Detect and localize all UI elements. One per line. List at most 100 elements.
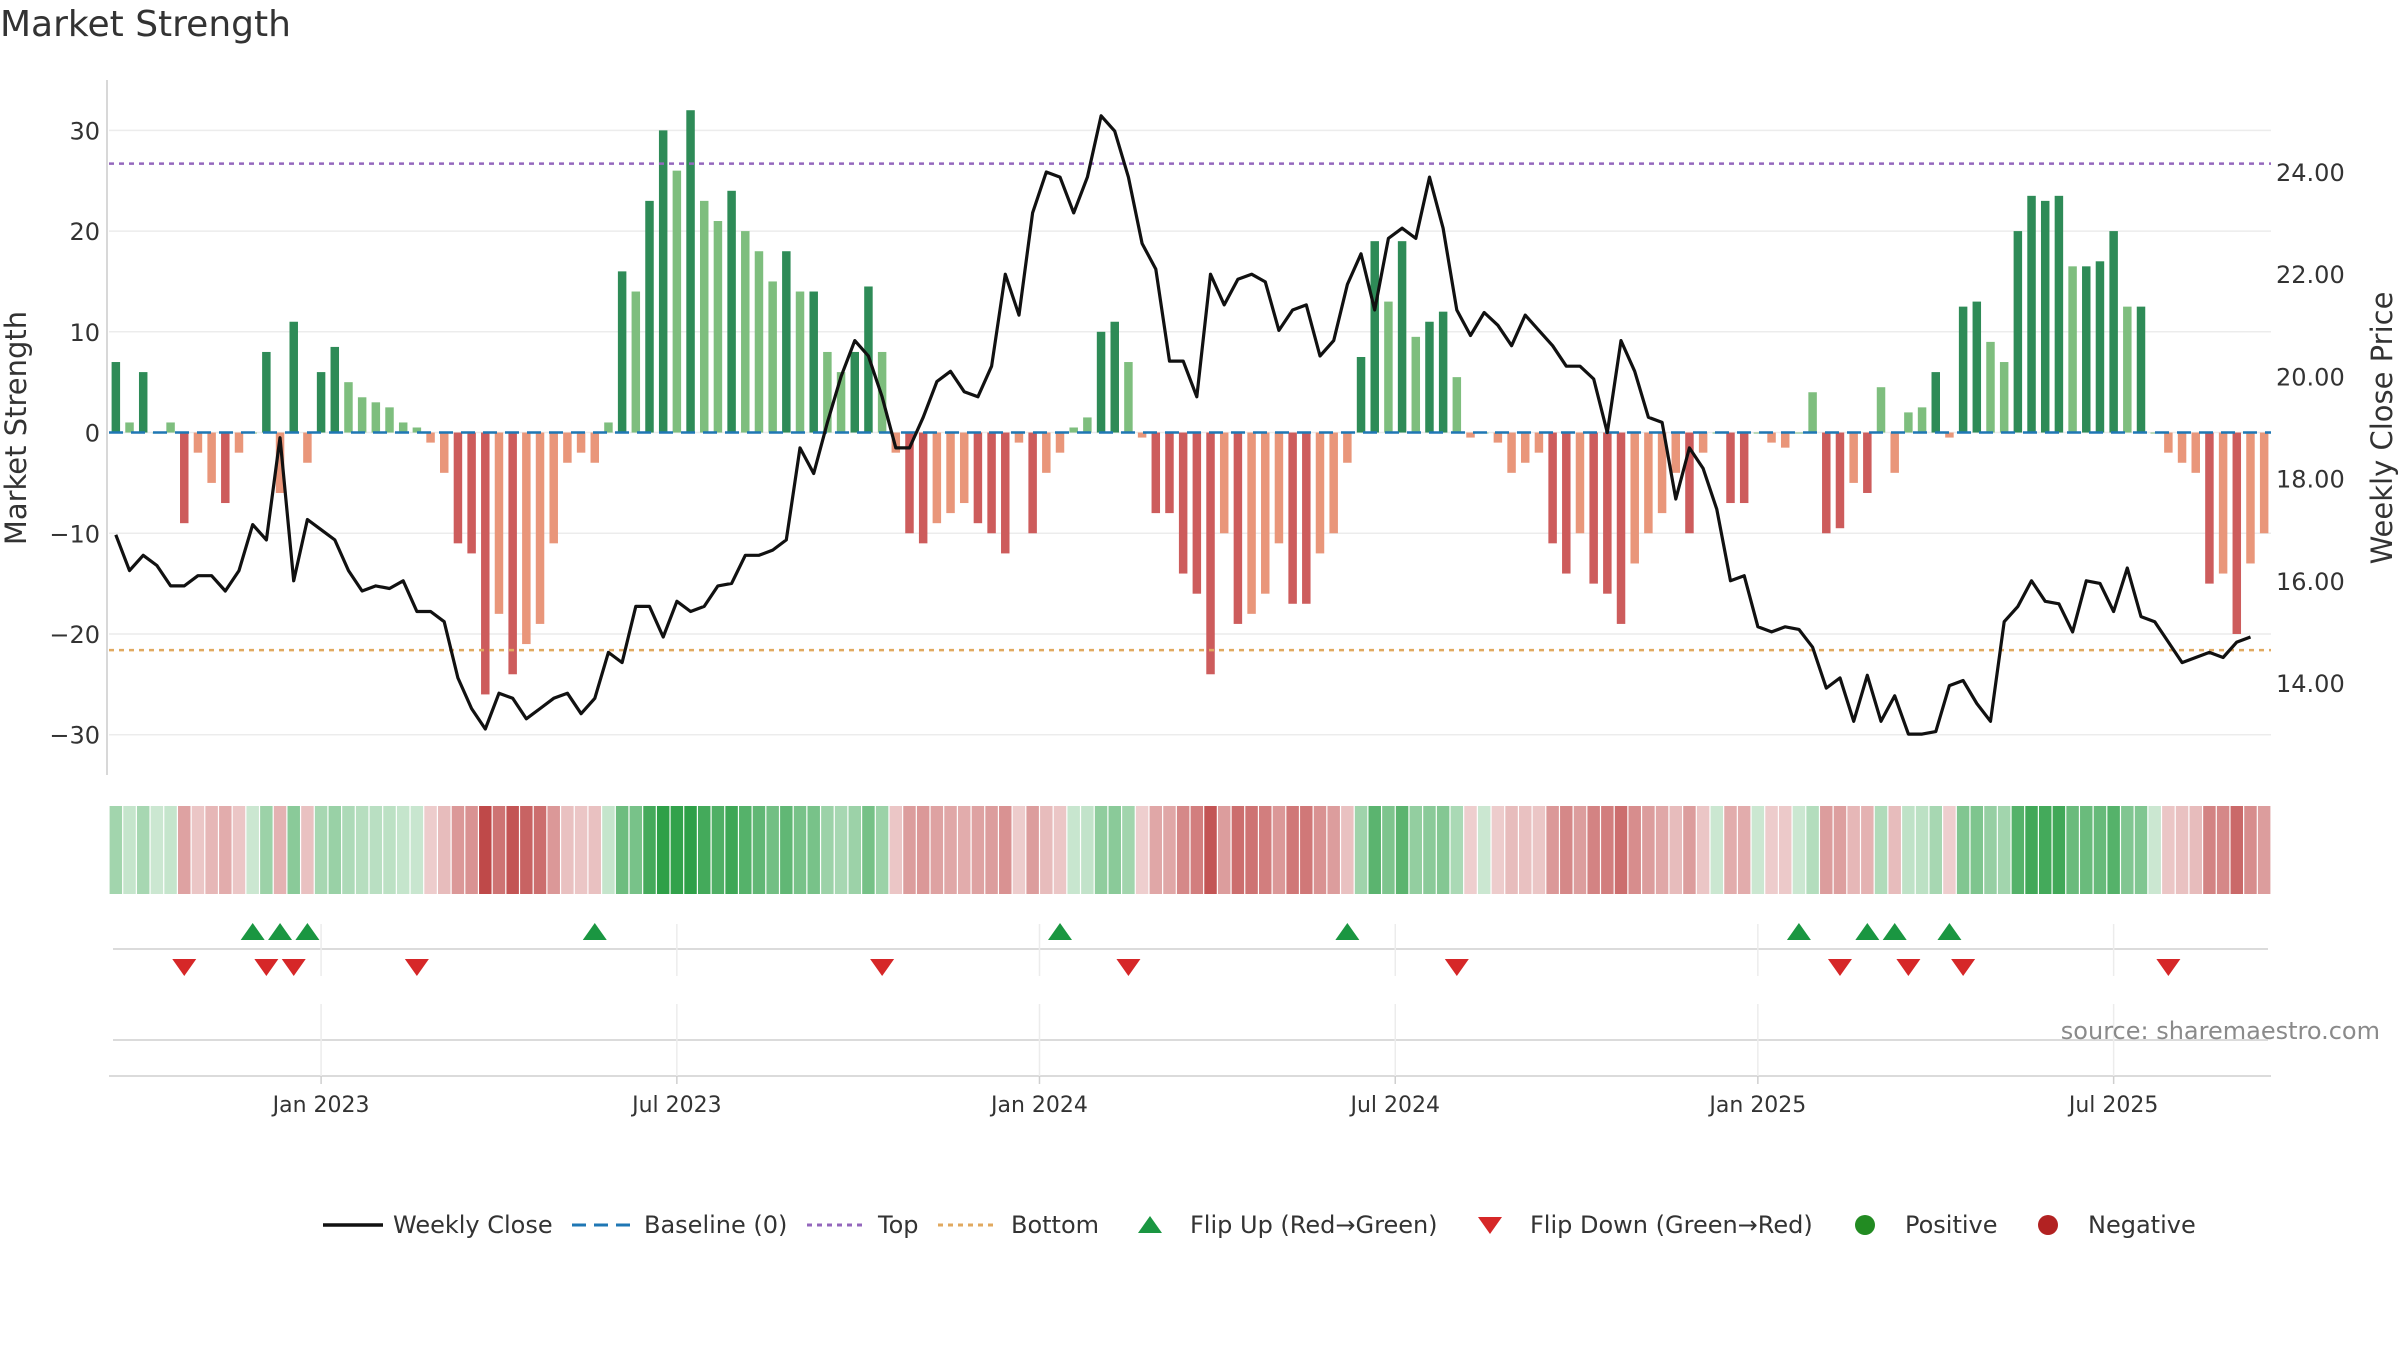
- strength-bar: [795, 291, 805, 433]
- strength-bar: [1739, 432, 1749, 504]
- strength-bar: [1261, 432, 1270, 594]
- weekly-close-line: [114, 114, 2252, 736]
- heat-strip-cell: [1491, 806, 1505, 894]
- heat-strip-cell: [2175, 806, 2189, 894]
- legend: Weekly Close Baseline (0) Top Bottom Flip Up…: [323, 1211, 2196, 1239]
- flip-down-marker: [172, 959, 197, 976]
- strength-bar: [1042, 432, 1051, 473]
- strength-bar: [166, 422, 175, 433]
- strength-bar: [1411, 336, 1421, 433]
- heat-strip-cell: [1464, 806, 1477, 894]
- strength-bar: [1986, 341, 1995, 433]
- heat-strip-cell: [314, 806, 328, 894]
- heat-strip-cell: [1135, 806, 1149, 894]
- strength-bar: [549, 432, 558, 544]
- legend-label: Top: [877, 1211, 919, 1239]
- heat-strip-cell: [1067, 806, 1080, 894]
- heat-strip-cell: [848, 806, 861, 894]
- strength-bar: [1247, 432, 1256, 614]
- strength-bar: [2136, 306, 2146, 433]
- strength-bar: [2013, 231, 2023, 433]
- strength-bar: [1876, 387, 1886, 433]
- strength-bar: [713, 221, 723, 433]
- strength-bar: [1028, 432, 1037, 534]
- flip-down-marker: [1951, 959, 1976, 976]
- strength-bar: [563, 432, 572, 463]
- heat-strip-cell: [2230, 806, 2244, 894]
- strength-bar: [1343, 432, 1352, 463]
- heat-strip-cell: [752, 806, 766, 894]
- right-tick-label: 24.00: [2276, 159, 2345, 187]
- strength-bar: [440, 432, 449, 473]
- heat-strip-cell: [1710, 806, 1724, 894]
- chart-title: Market Strength: [0, 4, 291, 45]
- heat-strip-cell: [355, 806, 369, 894]
- strength-bar: [1904, 412, 1913, 433]
- heat-strip-cell: [821, 806, 834, 894]
- heat-strip-cell: [328, 806, 342, 894]
- strength-bar: [1151, 432, 1161, 514]
- heat-strip-cell: [2080, 806, 2093, 894]
- heat-strip-cell: [219, 806, 232, 894]
- heat-strip-cell: [930, 806, 944, 894]
- strength-bar: [221, 432, 230, 504]
- heat-strip-cell: [150, 806, 164, 894]
- heat-strip-cell: [1477, 806, 1491, 894]
- flip-up-marker: [268, 923, 293, 940]
- strength-bar: [1206, 432, 1215, 675]
- strength-bar: [1917, 407, 1927, 433]
- strength-bar: [658, 130, 668, 433]
- strength-bar: [303, 432, 312, 463]
- strength-bar: [2109, 231, 2118, 433]
- heat-strip-cell: [2148, 806, 2161, 894]
- flip-down-marker: [404, 959, 429, 976]
- heat-strip-cell: [1409, 806, 1423, 894]
- heat-strip-cell: [2121, 806, 2134, 894]
- strength-bar: [467, 432, 476, 554]
- strength-bar: [1001, 432, 1010, 554]
- source-label: source: sharemaestro.com: [2061, 1017, 2380, 1045]
- strength-bar: [1329, 432, 1338, 534]
- heat-strip-cell: [1724, 806, 1737, 894]
- strength-bar: [905, 432, 914, 534]
- heat-strip-cell: [2162, 806, 2175, 894]
- heat-strip-cell: [1108, 806, 1121, 894]
- heat-strip-cell: [1573, 806, 1587, 894]
- heat-strip-cell: [1778, 806, 1792, 894]
- legend-label: Flip Up (Red→Green): [1190, 1211, 1438, 1239]
- right-tick-label: 16.00: [2276, 568, 2345, 596]
- heat-strip-cell: [1436, 806, 1450, 894]
- legend-swatch-positive: [1855, 1215, 1875, 1235]
- strength-bar: [2054, 195, 2064, 433]
- strength-bar: [1575, 432, 1585, 534]
- strength-bar: [1014, 432, 1024, 443]
- heat-strip-cell: [1737, 806, 1751, 894]
- heat-strip-cell: [1751, 806, 1765, 894]
- heat-strip-cell: [369, 806, 383, 894]
- left-tick-label: −10: [49, 520, 100, 548]
- left-axis-title: Market Strength: [0, 311, 33, 545]
- heat-strip-cell: [533, 806, 547, 894]
- heat-strip-cell: [615, 806, 629, 894]
- strength-bar: [344, 382, 353, 433]
- strength-bar: [2205, 432, 2214, 584]
- right-tick-label: 22.00: [2276, 261, 2345, 289]
- flip-up-marker: [582, 923, 607, 940]
- heat-strip-cell: [588, 806, 602, 894]
- strength-bar: [2177, 432, 2187, 463]
- heat-strip-cell: [1696, 806, 1710, 894]
- heat-strip-cell: [793, 806, 807, 894]
- strength-bar: [289, 321, 298, 433]
- flip-up-marker: [1048, 923, 1073, 940]
- strength-bar: [987, 432, 996, 534]
- strength-bar: [631, 291, 641, 433]
- strength-bar: [275, 432, 285, 493]
- strength-bar: [1288, 432, 1297, 604]
- x-tick-label: Jul 2023: [630, 1093, 722, 1118]
- heat-strip-cell: [424, 806, 437, 894]
- strength-bar: [1999, 362, 2009, 433]
- strength-bar: [2232, 432, 2242, 634]
- legend-swatch-negative: [2038, 1215, 2058, 1235]
- strength-bar: [672, 170, 682, 433]
